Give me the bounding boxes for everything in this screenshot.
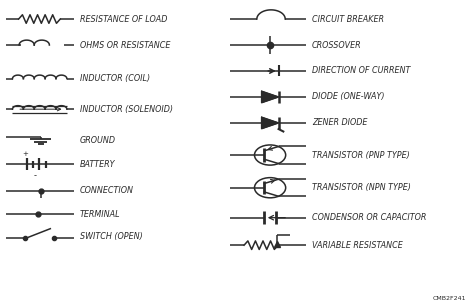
Text: -: - (33, 171, 36, 180)
Polygon shape (262, 91, 279, 103)
Polygon shape (262, 117, 279, 129)
Text: +: + (22, 151, 28, 157)
Text: VARIABLE RESISTANCE: VARIABLE RESISTANCE (312, 241, 402, 250)
Text: TRANSISTOR (NPN TYPE): TRANSISTOR (NPN TYPE) (312, 183, 410, 192)
Text: CIRCUIT BREAKER: CIRCUIT BREAKER (312, 14, 383, 24)
Text: TERMINAL: TERMINAL (80, 209, 121, 219)
Text: CONNECTION: CONNECTION (80, 186, 134, 195)
Text: RESISTANCE OF LOAD: RESISTANCE OF LOAD (80, 14, 167, 24)
Text: CONDENSOR OR CAPACITOR: CONDENSOR OR CAPACITOR (312, 213, 426, 222)
Text: INDUCTOR (COIL): INDUCTOR (COIL) (80, 74, 150, 83)
Text: CMB2F241: CMB2F241 (433, 296, 466, 301)
Text: CROSSOVER: CROSSOVER (312, 41, 361, 49)
Text: DIODE (ONE-WAY): DIODE (ONE-WAY) (312, 92, 384, 101)
Text: TRANSISTOR (PNP TYPE): TRANSISTOR (PNP TYPE) (312, 150, 410, 160)
Text: BATTERY: BATTERY (80, 160, 116, 169)
Text: OHMS OR RESISTANCE: OHMS OR RESISTANCE (80, 41, 171, 49)
Text: GROUND: GROUND (80, 136, 116, 145)
Text: ZENER DIODE: ZENER DIODE (312, 119, 367, 127)
Text: INDUCTOR (SOLENOID): INDUCTOR (SOLENOID) (80, 105, 173, 114)
Text: DIRECTION OF CURRENT: DIRECTION OF CURRENT (312, 67, 410, 76)
Text: SWITCH (OPEN): SWITCH (OPEN) (80, 231, 143, 240)
